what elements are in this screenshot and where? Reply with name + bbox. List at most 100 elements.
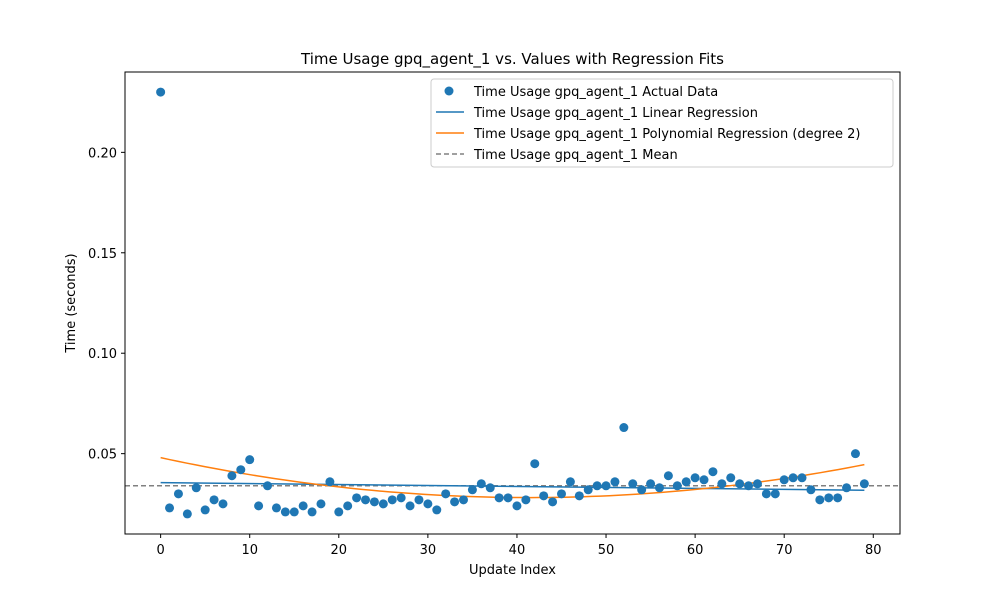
plot-frame (124, 71, 901, 535)
data-point (592, 481, 602, 491)
data-point (450, 497, 460, 507)
data-point (539, 491, 549, 501)
data-point (628, 479, 638, 489)
data-point (414, 495, 424, 505)
data-point (387, 495, 397, 505)
x-tick-label: 50 (598, 543, 615, 558)
data-point (770, 489, 780, 499)
y-tick-label: 0.15 (88, 247, 117, 262)
data-point (352, 493, 362, 503)
data-point (681, 477, 691, 487)
y-tick-label: 0.05 (88, 448, 117, 463)
data-point (788, 473, 798, 483)
data-point (467, 485, 477, 495)
data-point (503, 493, 513, 503)
data-point (307, 507, 317, 517)
data-point (218, 499, 228, 509)
legend-label-linear: Time Usage gpq_agent_1 Linear Regression (473, 106, 758, 121)
y-tick-label: 0.20 (88, 146, 117, 161)
data-point (378, 499, 388, 509)
x-tick-label: 20 (331, 543, 348, 558)
data-point (735, 479, 745, 489)
data-point (530, 459, 540, 469)
data-point (325, 477, 335, 487)
y-tick-label: 0.10 (88, 347, 117, 362)
legend-box (430, 78, 894, 168)
data-point (361, 495, 371, 505)
x-tick-label: 10 (241, 543, 258, 558)
x-tick-label: 60 (687, 543, 704, 558)
data-point (254, 501, 264, 511)
data-point (298, 501, 308, 511)
data-point (824, 493, 834, 503)
data-point (263, 481, 273, 491)
data-point (583, 485, 593, 495)
legend-marker-actual (444, 86, 454, 96)
data-point (556, 489, 566, 499)
legend-label-poly: Time Usage gpq_agent_1 Polynomial Regres… (473, 127, 860, 142)
data-point (173, 489, 183, 499)
data-point (182, 509, 192, 519)
data-point (744, 481, 754, 491)
data-point (441, 489, 451, 499)
data-point (601, 481, 611, 491)
data-point (165, 503, 175, 513)
data-point (699, 475, 709, 485)
data-point (708, 467, 718, 477)
data-point (485, 483, 495, 493)
data-point (717, 479, 727, 489)
data-point (672, 481, 682, 491)
data-point (494, 493, 504, 503)
legend-label-mean: Time Usage gpq_agent_1 Mean (473, 148, 678, 163)
data-point (334, 507, 344, 517)
data-point (236, 465, 246, 475)
data-point (245, 455, 255, 465)
data-point (316, 499, 326, 509)
data-point (833, 493, 843, 503)
legend: Time Usage gpq_agent_1 Actual Data Time … (430, 78, 894, 168)
data-point (343, 501, 353, 511)
data-point (271, 503, 281, 513)
x-tick-label: 80 (865, 543, 882, 558)
x-tick-label: 30 (420, 543, 437, 558)
data-point (459, 495, 469, 505)
data-point (574, 491, 584, 501)
data-point (815, 495, 825, 505)
x-tick-label: 40 (509, 543, 526, 558)
data-point (200, 505, 210, 515)
data-point (610, 477, 620, 487)
legend-label-actual: Time Usage gpq_agent_1 Actual Data (473, 85, 718, 100)
y-axis-label: Time (seconds) (64, 253, 79, 353)
data-point (850, 449, 860, 459)
data-point (423, 499, 433, 509)
x-tick-label: 0 (156, 543, 164, 558)
data-point (289, 507, 299, 517)
data-point (690, 473, 700, 483)
data-point (663, 471, 673, 481)
data-point (842, 483, 852, 493)
data-point (521, 495, 531, 505)
data-point (752, 479, 762, 489)
data-point (548, 497, 558, 507)
data-point (396, 493, 406, 503)
data-point (859, 479, 869, 489)
series-layer (125, 87, 900, 519)
data-point (156, 87, 166, 97)
data-point (369, 497, 379, 507)
data-point (761, 489, 771, 499)
data-point (405, 501, 415, 511)
data-point (512, 501, 522, 511)
data-point (637, 485, 647, 495)
data-point (565, 477, 575, 487)
data-point (806, 485, 816, 495)
data-point (726, 473, 736, 483)
data-point (654, 483, 664, 493)
data-point (280, 507, 290, 517)
data-point (779, 475, 789, 485)
x-axis-label: Update Index (469, 563, 556, 578)
data-point (191, 483, 201, 493)
data-point (209, 495, 219, 505)
data-point (646, 479, 656, 489)
plot-area (124, 71, 901, 535)
